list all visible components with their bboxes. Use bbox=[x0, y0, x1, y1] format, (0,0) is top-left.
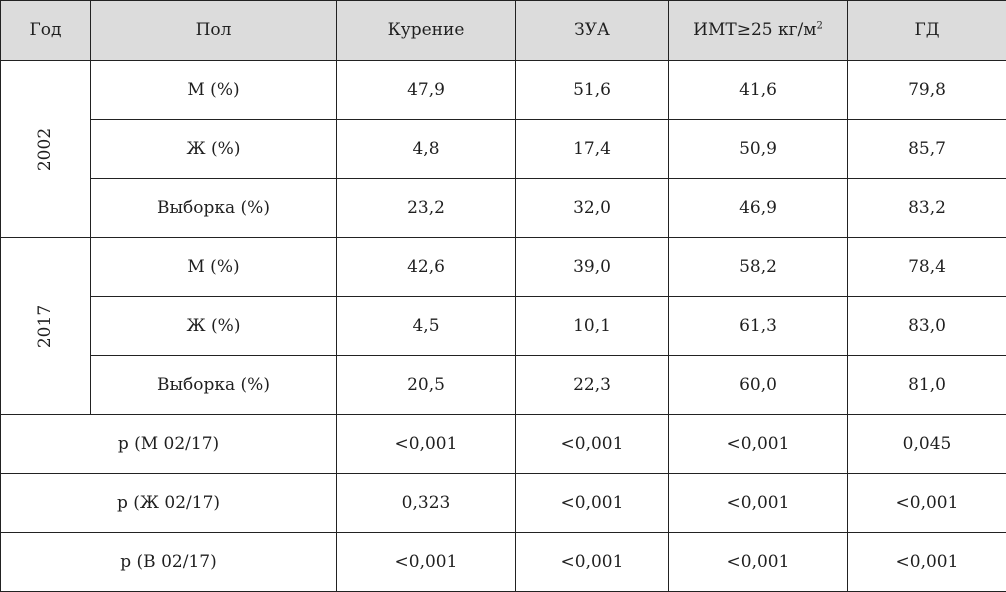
pvalue-label: p (Ж 02/17) bbox=[0, 473, 337, 533]
sex-cell: Выборка (%) bbox=[90, 178, 337, 238]
zua-cell: <0,001 bbox=[515, 532, 669, 592]
pvalue-label: p (В 02/17) bbox=[0, 532, 337, 592]
gd-cell: 83,0 bbox=[847, 296, 1006, 356]
header-imt-text: ИМТ≥25 кг/м bbox=[693, 20, 817, 40]
imt-cell: 61,3 bbox=[668, 296, 848, 356]
header-imt: ИМТ≥25 кг/м2 bbox=[668, 0, 848, 61]
imt-cell: 58,2 bbox=[668, 237, 848, 297]
sex-cell: Ж (%) bbox=[90, 296, 337, 356]
header-gd: ГД bbox=[847, 0, 1006, 61]
zua-cell: 22,3 bbox=[515, 355, 669, 415]
smoking-cell: 42,6 bbox=[336, 237, 516, 297]
year-cell-2017: 2017 bbox=[0, 237, 91, 415]
zua-cell: 39,0 bbox=[515, 237, 669, 297]
smoking-cell: 4,8 bbox=[336, 119, 516, 179]
year-label: 2002 bbox=[34, 127, 55, 171]
zua-cell: 17,4 bbox=[515, 119, 669, 179]
zua-cell: 10,1 bbox=[515, 296, 669, 356]
smoking-cell: <0,001 bbox=[336, 414, 516, 474]
pvalue-label: p (М 02/17) bbox=[0, 414, 337, 474]
imt-cell: <0,001 bbox=[668, 414, 848, 474]
smoking-cell: 0,323 bbox=[336, 473, 516, 533]
zua-cell: <0,001 bbox=[515, 414, 669, 474]
gd-cell: 0,045 bbox=[847, 414, 1006, 474]
sex-cell: М (%) bbox=[90, 237, 337, 297]
pvalue-row: p (М 02/17) <0,001 <0,001 <0,001 0,045 bbox=[0, 414, 1006, 474]
zua-cell: <0,001 bbox=[515, 473, 669, 533]
gd-cell: 78,4 bbox=[847, 237, 1006, 297]
imt-cell: <0,001 bbox=[668, 473, 848, 533]
imt-cell: <0,001 bbox=[668, 532, 848, 592]
header-smoking: Курение bbox=[336, 0, 516, 61]
table-row: 2017 М (%) 42,6 39,0 58,2 78,4 bbox=[0, 237, 1006, 415]
year-cell-2002: 2002 bbox=[0, 60, 91, 238]
imt-cell: 41,6 bbox=[668, 60, 848, 120]
gd-cell: <0,001 bbox=[847, 532, 1006, 592]
table-row: 2002 М (%) 47,9 51,6 41,6 79,8 bbox=[0, 60, 1006, 238]
smoking-cell: 47,9 bbox=[336, 60, 516, 120]
gd-cell: 81,0 bbox=[847, 355, 1006, 415]
header-year: Год bbox=[0, 0, 91, 61]
header-row: Год Пол Курение ЗУА ИМТ≥25 кг/м2 ГД bbox=[0, 0, 1006, 61]
gd-cell: 85,7 bbox=[847, 119, 1006, 179]
header-sex: Пол bbox=[90, 0, 337, 61]
smoking-cell: 23,2 bbox=[336, 178, 516, 238]
imt-cell: 50,9 bbox=[668, 119, 848, 179]
gd-cell: <0,001 bbox=[847, 473, 1006, 533]
gd-cell: 79,8 bbox=[847, 60, 1006, 120]
imt-cell: 60,0 bbox=[668, 355, 848, 415]
smoking-cell: 20,5 bbox=[336, 355, 516, 415]
pvalue-row: p (Ж 02/17) 0,323 <0,001 <0,001 <0,001 bbox=[0, 473, 1006, 533]
table-row: Выборка (%) 23,2 32,0 46,9 83,2 bbox=[1, 178, 1006, 238]
sex-cell: М (%) bbox=[90, 60, 337, 120]
smoking-cell: 4,5 bbox=[336, 296, 516, 356]
sex-cell: Ж (%) bbox=[90, 119, 337, 179]
smoking-cell: <0,001 bbox=[336, 532, 516, 592]
year-label: 2017 bbox=[34, 304, 55, 348]
gd-cell: 83,2 bbox=[847, 178, 1006, 238]
zua-cell: 51,6 bbox=[515, 60, 669, 120]
header-imt-sup: 2 bbox=[816, 20, 823, 32]
table-row: Ж (%) 4,5 10,1 61,3 83,0 bbox=[1, 296, 1006, 356]
header-zua: ЗУА bbox=[515, 0, 669, 61]
zua-cell: 32,0 bbox=[515, 178, 669, 238]
sex-cell: Выборка (%) bbox=[90, 355, 337, 415]
table-row: Ж (%) 4,8 17,4 50,9 85,7 bbox=[1, 119, 1006, 179]
table-row: Выборка (%) 20,5 22,3 60,0 81,0 bbox=[1, 355, 1006, 415]
pvalue-row: p (В 02/17) <0,001 <0,001 <0,001 <0,001 bbox=[0, 532, 1006, 592]
imt-cell: 46,9 bbox=[668, 178, 848, 238]
